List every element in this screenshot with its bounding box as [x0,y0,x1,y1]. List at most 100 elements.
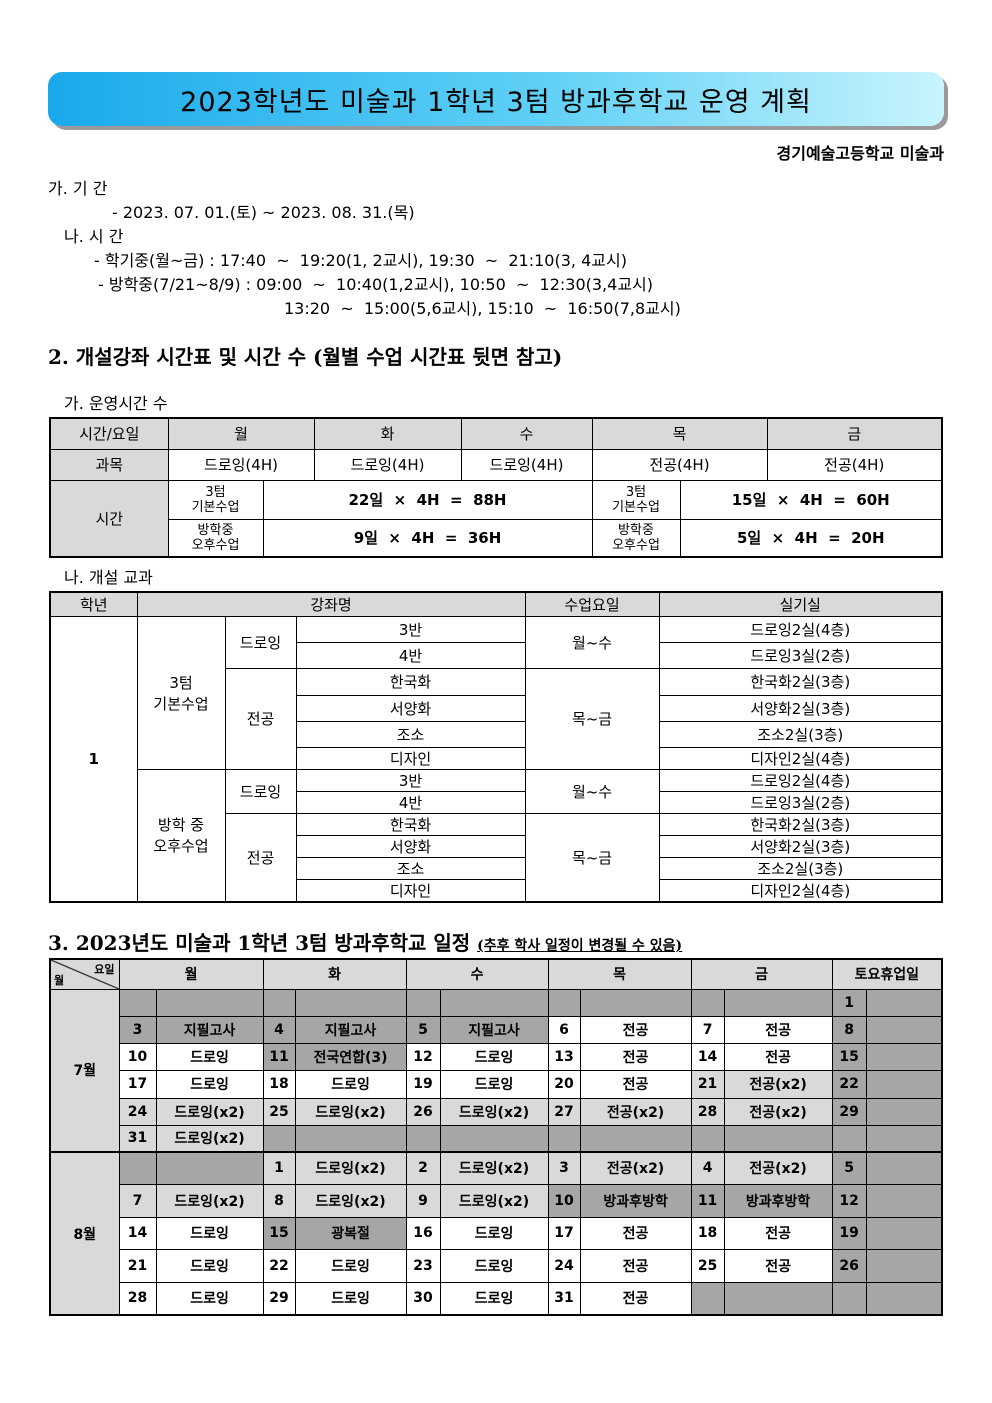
schedule-activity: 드로잉 [439,1069,549,1099]
studio-room: 드로잉3실(2층) [658,641,943,669]
course-row: 조소 조소2실(3층) [50,720,943,748]
schedule-activity: 드로잉 [155,1069,264,1099]
header-cell: 시간/요일 [49,417,169,450]
day-header: 수 [405,958,549,990]
subject-cell: 드로잉(4H) [313,448,462,481]
schedule-activity: 드로잉 [155,1248,264,1283]
schedule-week-row: 14 드로잉 15 광복절 16 드로잉 17 전공 18 전공 19 [50,1216,943,1250]
schedule-activity [155,1151,264,1185]
schedule-activity: 드로잉 [294,1281,407,1316]
schedule-activity: 전공 [579,1248,692,1283]
date-number: 19 [405,1069,441,1099]
schedule-activity [439,988,549,1017]
date-number: 27 [547,1097,581,1126]
schedule-activity: 지필고사 [294,1015,407,1044]
schedule-activity [723,988,833,1017]
course-name: 4반 [295,790,526,814]
studio-room: 조소2실(3층) [658,720,943,748]
header-cell: 수업요일 [524,591,660,617]
schedule-activity [865,1069,943,1099]
date-number: 15 [262,1216,296,1250]
schedule-activity [865,1015,943,1044]
month-label: 7월 [49,988,120,1153]
schedule-activity [865,1216,943,1250]
course-name: 서양화 [295,834,526,858]
schedule-activity: 방과후방학 [579,1183,692,1218]
schedule-activity: 전공(x2) [723,1151,833,1185]
date-number: 7 [118,1183,157,1218]
date-number: 1 [262,1151,296,1185]
header-cell: 월 [167,417,315,450]
drawing-vacation-hours: 9일 × 4H = 36H [262,518,593,558]
date-number: 5 [405,1015,441,1044]
date-number [405,1124,441,1153]
day-header: 금 [690,958,833,990]
date-number: 31 [118,1124,157,1153]
schedule-activity: 드로잉 [155,1042,264,1071]
studio-room: 조소2실(3층) [658,856,943,880]
date-number [405,988,441,1017]
schedule-activity [865,1151,943,1185]
date-number: 12 [831,1183,867,1218]
schedule-activity [865,1124,943,1153]
date-number [262,988,296,1017]
schedule-activity: 드로잉(x2) [155,1124,264,1153]
schedule-activity [294,988,407,1017]
schedule-activity: 드로잉 [155,1216,264,1250]
schedule-activity: 전공(x2) [723,1069,833,1099]
time-heading: 나. 시 간 [64,227,124,246]
schedule-activity: 드로잉 [439,1216,549,1250]
drawing-label: 드로잉 [224,768,297,814]
date-number: 22 [831,1069,867,1099]
schedule-note: (추후 학사 일정이 변경될 수 있음) [477,938,683,954]
header-cell: 강좌명 [136,591,526,617]
schedule-activity: 광복절 [294,1216,407,1250]
course-name: 3반 [295,768,526,792]
schedule-activity: 전공 [579,1015,692,1044]
day-header: 목 [547,958,692,990]
class-days: 목~금 [524,667,660,770]
header-cell: 목 [591,417,768,450]
hours-subheading: 가. 운영시간 수 [64,394,168,413]
drawing-basic-hours: 22일 × 4H = 88H [262,479,593,520]
schedule-week-row: 28 드로잉 29 드로잉 30 드로잉 31 전공 [50,1281,943,1316]
time-semester: - 학기중(월~금) : 17:40 ~ 19:20(1, 2교시), 19:3… [94,251,627,270]
major-label: 전공 [224,812,297,902]
header-cell: 금 [766,417,943,450]
courses-table: 학년 강좌명 수업요일 실기실 1 3텀 기본수업 드로잉 3반 월~수 드로잉2실(4층)… [49,591,944,903]
schedule-activity: 드로잉 [294,1069,407,1099]
schedule-activity: 드로잉(x2) [294,1183,407,1218]
date-number: 8 [831,1015,867,1044]
course-name: 서양화 [295,694,526,722]
subject-cell: 전공(4H) [591,448,768,481]
date-number: 24 [547,1248,581,1283]
course-row: 전공 한국화 목~금 한국화2실(3층) [50,812,943,902]
date-number: 16 [405,1216,441,1250]
date-number [831,1124,867,1153]
course-name: 디자인 [295,746,526,770]
header-cell: 학년 [49,591,138,617]
date-number: 20 [547,1069,581,1099]
date-number: 29 [831,1097,867,1126]
schedule-activity: 전공 [723,1248,833,1283]
date-number [831,1281,867,1316]
day-header: 월 [118,958,264,990]
schedule-activity: 전공 [579,1042,692,1071]
date-number [547,988,581,1017]
course-name: 3반 [295,615,526,643]
course-name: 조소 [295,856,526,880]
vacation-label: 방학중 오후수업 [591,518,681,558]
date-number: 18 [262,1069,296,1099]
day-header: 화 [262,958,407,990]
date-number: 19 [831,1216,867,1250]
course-row: 조소 조소2실(3층) [50,856,943,880]
schedule-week-row: 31 드로잉(x2) [50,1124,943,1153]
date-number: 10 [547,1183,581,1218]
schedule-week-row: 7월 1 [49,988,943,1153]
date-number: 7 [690,1015,725,1044]
schedule-activity: 드로잉(x2) [294,1151,407,1185]
course-row: 1 3텀 기본수업 드로잉 3반 월~수 드로잉2실(4층) [49,615,943,902]
date-number: 29 [262,1281,296,1316]
corner-cell: 요일 월 [49,958,120,990]
date-number: 17 [547,1216,581,1250]
